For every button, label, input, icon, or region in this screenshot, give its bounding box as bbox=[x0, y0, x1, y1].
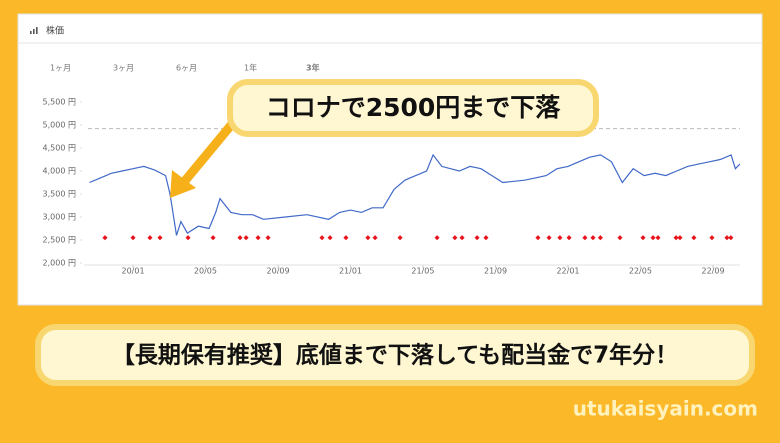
dividend-marker bbox=[210, 235, 216, 241]
x-tick-label: 20/09 bbox=[267, 267, 290, 276]
tab[interactable]: 3年 bbox=[306, 63, 320, 73]
arrow-shaft bbox=[179, 119, 237, 187]
dividend-marker bbox=[237, 235, 243, 241]
banner-text: 【長期保有推奨】底値まで下落しても配当金で7年分！ bbox=[112, 342, 678, 369]
dividend-marker bbox=[130, 235, 136, 241]
dividend-marker bbox=[397, 235, 403, 241]
banner-box bbox=[35, 324, 755, 386]
dividend-marker bbox=[673, 235, 679, 241]
dividend-marker bbox=[365, 235, 371, 241]
dividend-marker bbox=[434, 235, 440, 241]
arrow-head bbox=[170, 170, 196, 198]
x-tick-label: 21/01 bbox=[339, 267, 362, 276]
y-tick-label: 5,500 円 bbox=[43, 98, 76, 107]
x-tick-label: 21/09 bbox=[484, 267, 507, 276]
dividend-marker bbox=[557, 235, 563, 241]
y-tick-label: 3,500 円 bbox=[43, 190, 76, 199]
dividend-marker bbox=[185, 235, 191, 241]
x-tick-label: 22/05 bbox=[629, 267, 652, 276]
dividend-marker bbox=[640, 235, 646, 241]
callout-box bbox=[227, 79, 599, 137]
dividend-marker bbox=[372, 235, 378, 241]
y-tick-label: 3,000 円 bbox=[43, 213, 76, 222]
dividend-marker bbox=[102, 235, 108, 241]
dividend-marker bbox=[147, 235, 153, 241]
y-tick-label: 4,500 円 bbox=[43, 144, 76, 153]
x-tick-label: 22/01 bbox=[556, 267, 579, 276]
dividend-marker bbox=[590, 235, 596, 241]
x-tick-label: 20/01 bbox=[121, 267, 144, 276]
x-tick-label: 21/05 bbox=[411, 267, 434, 276]
dividend-marker bbox=[157, 235, 163, 241]
dividend-marker bbox=[483, 235, 489, 241]
callout-text: コロナで2500円まで下落 bbox=[266, 93, 562, 122]
x-tick-label: 20/05 bbox=[194, 267, 217, 276]
watermark: utukaisyain.com bbox=[573, 397, 758, 421]
panel bbox=[17, 13, 763, 306]
price-line bbox=[89, 153, 741, 236]
chart-icon bbox=[30, 27, 38, 34]
dividend-marker bbox=[452, 235, 458, 241]
x-tick-label: 22/09 bbox=[702, 267, 725, 276]
y-tick-label: 2,000 円 bbox=[43, 259, 76, 268]
tab[interactable]: 1ヶ月 bbox=[50, 64, 71, 73]
dividend-marker bbox=[677, 235, 683, 241]
header-title: 株価 bbox=[46, 25, 64, 37]
tab[interactable]: 3ヶ月 bbox=[113, 64, 134, 73]
y-tick-label: 4,000 円 bbox=[43, 167, 76, 176]
tab[interactable]: 6ヶ月 bbox=[176, 64, 197, 73]
dividend-marker bbox=[582, 235, 588, 241]
tab[interactable]: 1年 bbox=[244, 63, 257, 73]
dividend-marker bbox=[243, 235, 249, 241]
y-tick-label: 5,000 円 bbox=[43, 121, 76, 130]
y-tick-label: 2,500 円 bbox=[43, 236, 76, 245]
